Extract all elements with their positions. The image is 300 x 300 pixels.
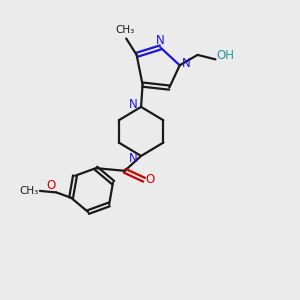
Text: N: N <box>182 57 190 70</box>
Text: O: O <box>46 179 56 192</box>
Text: N: N <box>128 98 137 111</box>
Text: OH: OH <box>217 49 235 62</box>
Text: N: N <box>155 34 164 47</box>
Text: O: O <box>146 173 154 186</box>
Text: CH₃: CH₃ <box>115 25 134 35</box>
Text: N: N <box>128 152 137 165</box>
Text: CH₃: CH₃ <box>19 186 38 196</box>
